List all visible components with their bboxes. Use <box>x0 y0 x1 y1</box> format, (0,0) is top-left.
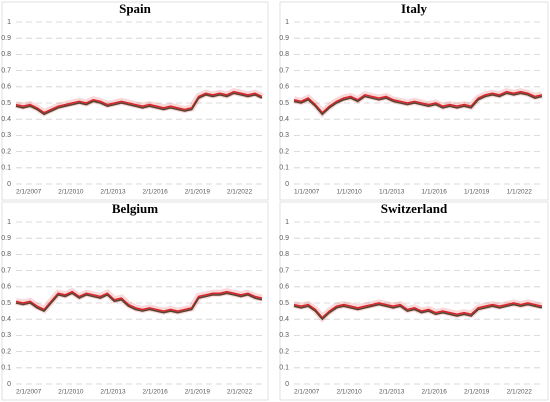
y-tick-label: 0.5 <box>279 100 289 107</box>
y-tick-label: 0.7 <box>279 267 289 274</box>
y-tick-label: 0.6 <box>279 84 289 91</box>
y-tick-label: 0.1 <box>1 365 11 372</box>
y-tick-label: 0.3 <box>279 332 289 339</box>
y-tick-label: 0.9 <box>1 235 11 242</box>
chart-title: Belgium <box>112 201 158 216</box>
x-tick-label: 2/1/2022 <box>507 389 533 396</box>
series-line <box>15 292 263 314</box>
y-tick-label: 0 <box>285 381 289 388</box>
x-tick-label: 2/1/2016 <box>143 189 169 196</box>
y-tick-label: 0.1 <box>279 365 289 372</box>
y-tick-label: 0.1 <box>279 165 289 172</box>
x-tick-label: 2/1/2007 <box>16 189 42 196</box>
y-tick-label: 0 <box>7 381 11 388</box>
y-tick-label: 0.7 <box>279 67 289 74</box>
panel-frame <box>1 201 269 401</box>
y-tick-label: 0.6 <box>1 84 11 91</box>
y-tick-label: 0.4 <box>1 116 11 123</box>
y-tick-label: 0.5 <box>279 300 289 307</box>
x-tick-label: 2/1/2019 <box>464 389 490 396</box>
y-tick-label: 0.3 <box>1 132 11 139</box>
y-tick-label: 0 <box>7 181 11 188</box>
x-tick-label: 2/1/2019 <box>185 389 211 396</box>
y-tick-label: 0.2 <box>1 148 11 155</box>
y-tick-label: 0.1 <box>1 165 11 172</box>
series-line <box>293 302 543 319</box>
y-tick-label: 0.7 <box>1 67 11 74</box>
x-tick-label: 2/1/2010 <box>58 189 84 196</box>
x-tick-label: 1/1/2016 <box>422 189 448 196</box>
y-tick-label: 0.4 <box>279 116 289 123</box>
panel-frame <box>279 201 549 401</box>
y-tick-label: 1 <box>7 19 11 26</box>
y-tick-label: 0 <box>285 181 289 188</box>
series-line <box>15 90 263 114</box>
y-tick-label: 0.9 <box>1 35 11 42</box>
x-tick-label: 2/1/2010 <box>337 389 363 396</box>
chart-title: Switzerland <box>381 201 448 216</box>
y-tick-label: 0.2 <box>279 348 289 355</box>
x-tick-label: 2/1/2016 <box>422 389 448 396</box>
x-tick-label: 2/1/2007 <box>294 389 320 396</box>
series-line <box>293 303 543 321</box>
y-tick-label: 0.4 <box>1 316 11 323</box>
x-tick-label: 2/1/2016 <box>143 389 169 396</box>
y-tick-label: 0.3 <box>279 132 289 139</box>
y-tick-label: 0.8 <box>1 51 11 58</box>
y-tick-label: 0.8 <box>279 251 289 258</box>
x-tick-label: 2/1/2022 <box>227 389 253 396</box>
chart-title: Italy <box>401 1 428 16</box>
y-tick-label: 0.9 <box>279 35 289 42</box>
y-tick-label: 0.8 <box>279 51 289 58</box>
x-tick-label: 2/1/2022 <box>227 189 253 196</box>
y-tick-label: 1 <box>285 219 289 226</box>
series-line <box>15 290 263 312</box>
x-tick-label: 2/1/2013 <box>100 389 126 396</box>
y-tick-label: 0.7 <box>1 267 11 274</box>
y-tick-label: 0.6 <box>279 284 289 291</box>
x-tick-label: 2/1/2013 <box>100 189 126 196</box>
x-tick-label: 1/1/2022 <box>507 189 533 196</box>
y-tick-label: 1 <box>285 19 289 26</box>
y-tick-label: 0.9 <box>279 235 289 242</box>
x-tick-label: 1/1/2007 <box>294 189 320 196</box>
y-tick-label: 0.5 <box>1 100 11 107</box>
x-tick-label: 1/1/2019 <box>464 189 490 196</box>
y-tick-label: 0.2 <box>1 348 11 355</box>
series-line <box>293 92 543 116</box>
y-tick-label: 0.8 <box>1 251 11 258</box>
y-tick-label: 0.6 <box>1 284 11 291</box>
y-tick-label: 0.3 <box>1 332 11 339</box>
series-line <box>293 90 543 114</box>
y-tick-label: 0.2 <box>279 148 289 155</box>
y-tick-label: 0.5 <box>1 300 11 307</box>
panel-frame <box>1 1 269 201</box>
y-tick-label: 0.4 <box>279 316 289 323</box>
x-tick-label: 2/1/2007 <box>16 389 42 396</box>
series-line <box>15 92 263 116</box>
x-tick-label: 1/1/2013 <box>379 189 405 196</box>
x-tick-label: 2/1/2010 <box>58 389 84 396</box>
x-tick-label: 2/1/2013 <box>379 389 405 396</box>
y-tick-label: 1 <box>7 219 11 226</box>
x-tick-label: 1/1/2010 <box>337 189 363 196</box>
chart-title: Spain <box>119 1 152 16</box>
x-tick-label: 2/1/2019 <box>185 189 211 196</box>
